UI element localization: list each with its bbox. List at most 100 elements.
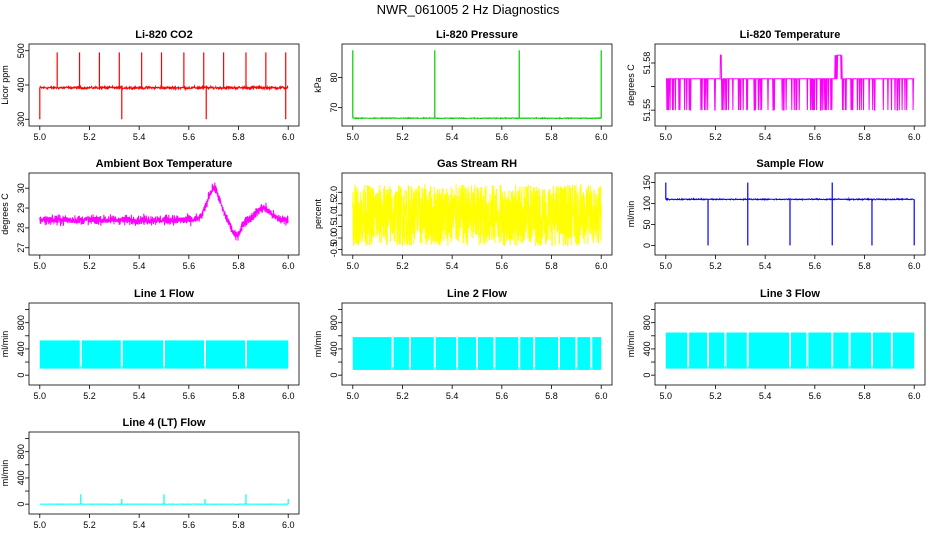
x-tick-label: 5.6 <box>496 391 509 401</box>
x-tick-label: 5.8 <box>545 132 558 142</box>
x-tick-label: 5.4 <box>133 261 146 271</box>
data-series-line <box>352 116 602 120</box>
x-tick-label: 5.2 <box>83 132 96 142</box>
x-tick-label: 5.2 <box>396 391 409 401</box>
y-tick-label: -0.5 <box>329 242 339 258</box>
flow-band-segment <box>520 337 534 370</box>
flow-band-segment <box>748 332 790 369</box>
x-tick-label: 6.0 <box>595 391 608 401</box>
y-axis-label: ml/min <box>313 331 323 358</box>
plot-frame <box>654 43 926 127</box>
flow-band-segment <box>205 340 245 369</box>
x-tick-label: 5.0 <box>34 520 47 530</box>
plot-frame <box>28 431 300 515</box>
chart-panel: Sample Flow ml/min 5.0 5.2 5.4 5.6 5.8 6.0 0 50 10… <box>626 158 926 271</box>
x-tick-label: 5.2 <box>709 132 722 142</box>
chart-title: Line 2 Flow <box>447 288 507 300</box>
y-tick-label: 100 <box>642 196 652 211</box>
y-axis-label: ml/min <box>0 331 10 358</box>
x-tick-label: 6.0 <box>595 132 608 142</box>
x-tick-label: 5.6 <box>496 132 509 142</box>
x-tick-label: 6.0 <box>908 391 921 401</box>
x-tick-label: 5.4 <box>759 132 772 142</box>
data-series-line <box>39 84 289 92</box>
chart-panel: Li-820 Pressure kPa 5.0 5.2 5.4 5.6 5.8 6.0 70 80 <box>313 29 613 142</box>
x-tick-label: 6.0 <box>282 132 295 142</box>
chart-panel: Line 3 Flow ml/min 5.0 5.2 5.4 5.6 5.8 6.0 0 400 8… <box>626 288 926 401</box>
x-tick-label: 5.8 <box>545 261 558 271</box>
plot-frame <box>654 172 926 256</box>
x-tick-label: 5.8 <box>858 391 871 401</box>
x-tick-label: 5.4 <box>446 132 459 142</box>
x-tick-label: 5.0 <box>660 391 673 401</box>
x-tick-label: 5.4 <box>446 261 459 271</box>
flow-band-segment <box>352 337 392 370</box>
flow-band-segment <box>410 337 434 370</box>
flow-band-segment <box>833 332 849 369</box>
x-tick-label: 5.4 <box>133 520 146 530</box>
x-tick-label: 6.0 <box>908 261 921 271</box>
y-tick-label: 0 <box>642 373 652 378</box>
x-tick-label: 5.2 <box>396 132 409 142</box>
plot-frame <box>28 302 300 386</box>
chart-title: Li-820 Pressure <box>436 29 518 41</box>
y-axis-label: ml/min <box>626 201 636 228</box>
y-tick-label: 300 <box>16 112 26 127</box>
y-tick-label: 51.58 <box>642 52 652 75</box>
x-tick-label: 5.2 <box>396 261 409 271</box>
x-tick-label: 6.0 <box>908 132 921 142</box>
x-tick-label: 5.0 <box>347 391 360 401</box>
chart-panel: Gas Stream RH percent 5.0 5.2 5.4 5.6 5.8 6.0 -0… <box>313 158 613 271</box>
flow-band-segment <box>81 340 121 369</box>
y-tick-label: 0.0 <box>329 232 339 245</box>
x-tick-label: 6.0 <box>282 520 295 530</box>
x-tick-label: 5.0 <box>34 261 47 271</box>
y-axis-label: percent <box>313 198 323 229</box>
x-tick-label: 6.0 <box>282 391 295 401</box>
x-tick-label: 5.0 <box>34 391 47 401</box>
flow-band-segment <box>850 332 871 369</box>
y-tick-label: 80 <box>329 72 339 82</box>
y-axis-label: ml/min <box>626 331 636 358</box>
plot-frame <box>341 43 613 127</box>
x-tick-label: 5.6 <box>183 261 196 271</box>
data-series-line <box>39 182 289 241</box>
flow-band-segment <box>535 337 558 370</box>
y-tick-label: 0 <box>16 502 26 507</box>
x-tick-label: 5.0 <box>347 261 360 271</box>
x-tick-label: 5.6 <box>183 132 196 142</box>
x-tick-label: 5.6 <box>809 261 822 271</box>
x-tick-label: 5.2 <box>709 391 722 401</box>
y-tick-label: 400 <box>642 341 652 356</box>
x-tick-label: 5.2 <box>709 261 722 271</box>
y-tick-label: 1.0 <box>329 209 339 222</box>
data-series-line <box>665 196 915 202</box>
x-tick-label: 5.6 <box>183 391 196 401</box>
y-tick-label: 29 <box>16 203 26 213</box>
x-tick-label: 5.2 <box>83 391 96 401</box>
flow-band-segment <box>164 340 204 369</box>
flow-band-segment <box>246 340 289 369</box>
x-tick-label: 5.0 <box>347 132 360 142</box>
chart-panel: Li-820 Temperature degrees C 5.0 5.2 5.4 5.6 5… <box>626 29 926 142</box>
plot-frame <box>654 302 926 386</box>
chart-title: Li-820 CO2 <box>135 29 192 41</box>
page-title: NWR_061005 2 Hz Diagnostics <box>376 2 560 17</box>
y-tick-label: 2.0 <box>329 186 339 199</box>
flow-band-segment <box>808 332 832 369</box>
flow-band-segment <box>495 337 519 370</box>
flow-band-segment <box>393 337 409 370</box>
data-series-line <box>352 184 602 247</box>
x-tick-label: 5.8 <box>858 132 871 142</box>
chart-title: Line 1 Flow <box>134 288 194 300</box>
y-axis-label: ml/min <box>0 460 10 487</box>
chart-panel: Line 4 (LT) Flow ml/min 5.0 5.2 5.4 5.6 5.8 6.0… <box>0 417 300 530</box>
y-tick-label: 30 <box>16 183 26 193</box>
x-tick-label: 5.8 <box>545 391 558 401</box>
flow-band-segment <box>458 337 477 370</box>
x-tick-label: 5.0 <box>660 132 673 142</box>
x-tick-label: 5.2 <box>83 520 96 530</box>
flow-band-segment <box>689 332 708 369</box>
flow-band-segment <box>577 337 591 370</box>
x-tick-label: 5.8 <box>858 261 871 271</box>
